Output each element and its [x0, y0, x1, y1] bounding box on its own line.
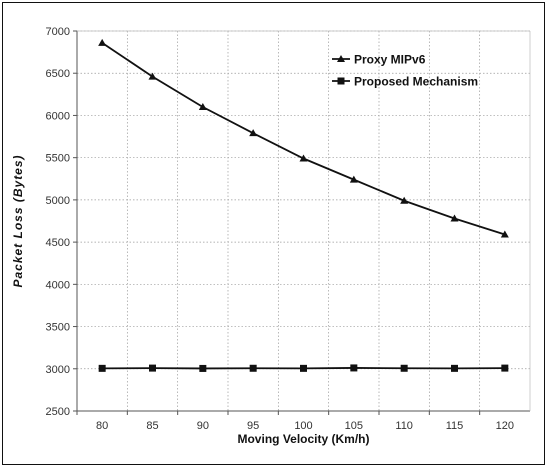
x-tick-label: 100: [294, 420, 312, 432]
x-axis-title: Moving Velocity (Km/h): [237, 432, 369, 446]
data-point: [299, 154, 308, 162]
x-tick-label: 110: [395, 420, 413, 432]
data-point: [149, 364, 156, 372]
x-tick-label: 85: [146, 420, 158, 432]
series-proxy-mipv6: [98, 38, 509, 238]
data-point: [350, 364, 358, 372]
axes: [73, 30, 531, 415]
legend-marker: [337, 77, 345, 85]
y-tick-label: 6000: [46, 110, 70, 122]
tick-labels: 2500 3000 3500 4000 4500 5000 5500 6000 6500 7000…: [46, 26, 514, 432]
y-tick-label: 7000: [46, 26, 70, 38]
y-tick-label: 2500: [46, 406, 70, 418]
x-tick-label: 80: [96, 420, 108, 432]
y-tick-label: 3500: [46, 322, 70, 334]
x-tick-label: 90: [197, 420, 209, 432]
legend-marker: [337, 55, 345, 62]
data-point: [198, 103, 207, 110]
series-proposed-mechanism: [98, 364, 509, 372]
legend-label: Proxy MIPv6: [354, 53, 426, 67]
data-point: [98, 38, 107, 46]
legend-item: Proposed Mechanism: [332, 75, 478, 89]
legend: Proxy MIPv6 Proposed Mechanism: [332, 53, 478, 89]
grid-lines: [77, 30, 530, 411]
data-point: [300, 364, 307, 372]
data-point: [148, 72, 157, 80]
y-tick-label: 3000: [46, 364, 70, 376]
data-point: [199, 364, 207, 372]
data-point: [349, 175, 358, 183]
data-point: [450, 214, 459, 222]
y-tick-label: 5500: [46, 153, 70, 165]
data-point: [249, 129, 258, 137]
y-tick-label: 5000: [46, 195, 70, 207]
series-group: [98, 38, 509, 372]
data-point: [400, 364, 408, 372]
x-tick-label: 115: [446, 420, 464, 432]
data-point: [400, 196, 409, 204]
legend-label: Proposed Mechanism: [354, 75, 478, 89]
data-point: [98, 364, 106, 372]
data-point: [501, 364, 509, 372]
y-tick-label: 6500: [46, 68, 70, 80]
data-point: [451, 364, 458, 372]
y-tick-label: 4000: [46, 279, 70, 291]
x-tick-label: 95: [247, 420, 259, 432]
series-line: [101, 42, 506, 236]
y-axis-title: Packet Loss (Bytes): [11, 154, 25, 287]
legend-item: Proxy MIPv6: [332, 53, 426, 67]
x-tick-label: 105: [345, 420, 363, 432]
y-tick-label: 4500: [46, 237, 70, 249]
x-tick-label: 120: [496, 420, 514, 432]
data-point: [249, 364, 257, 372]
data-point: [500, 230, 509, 238]
